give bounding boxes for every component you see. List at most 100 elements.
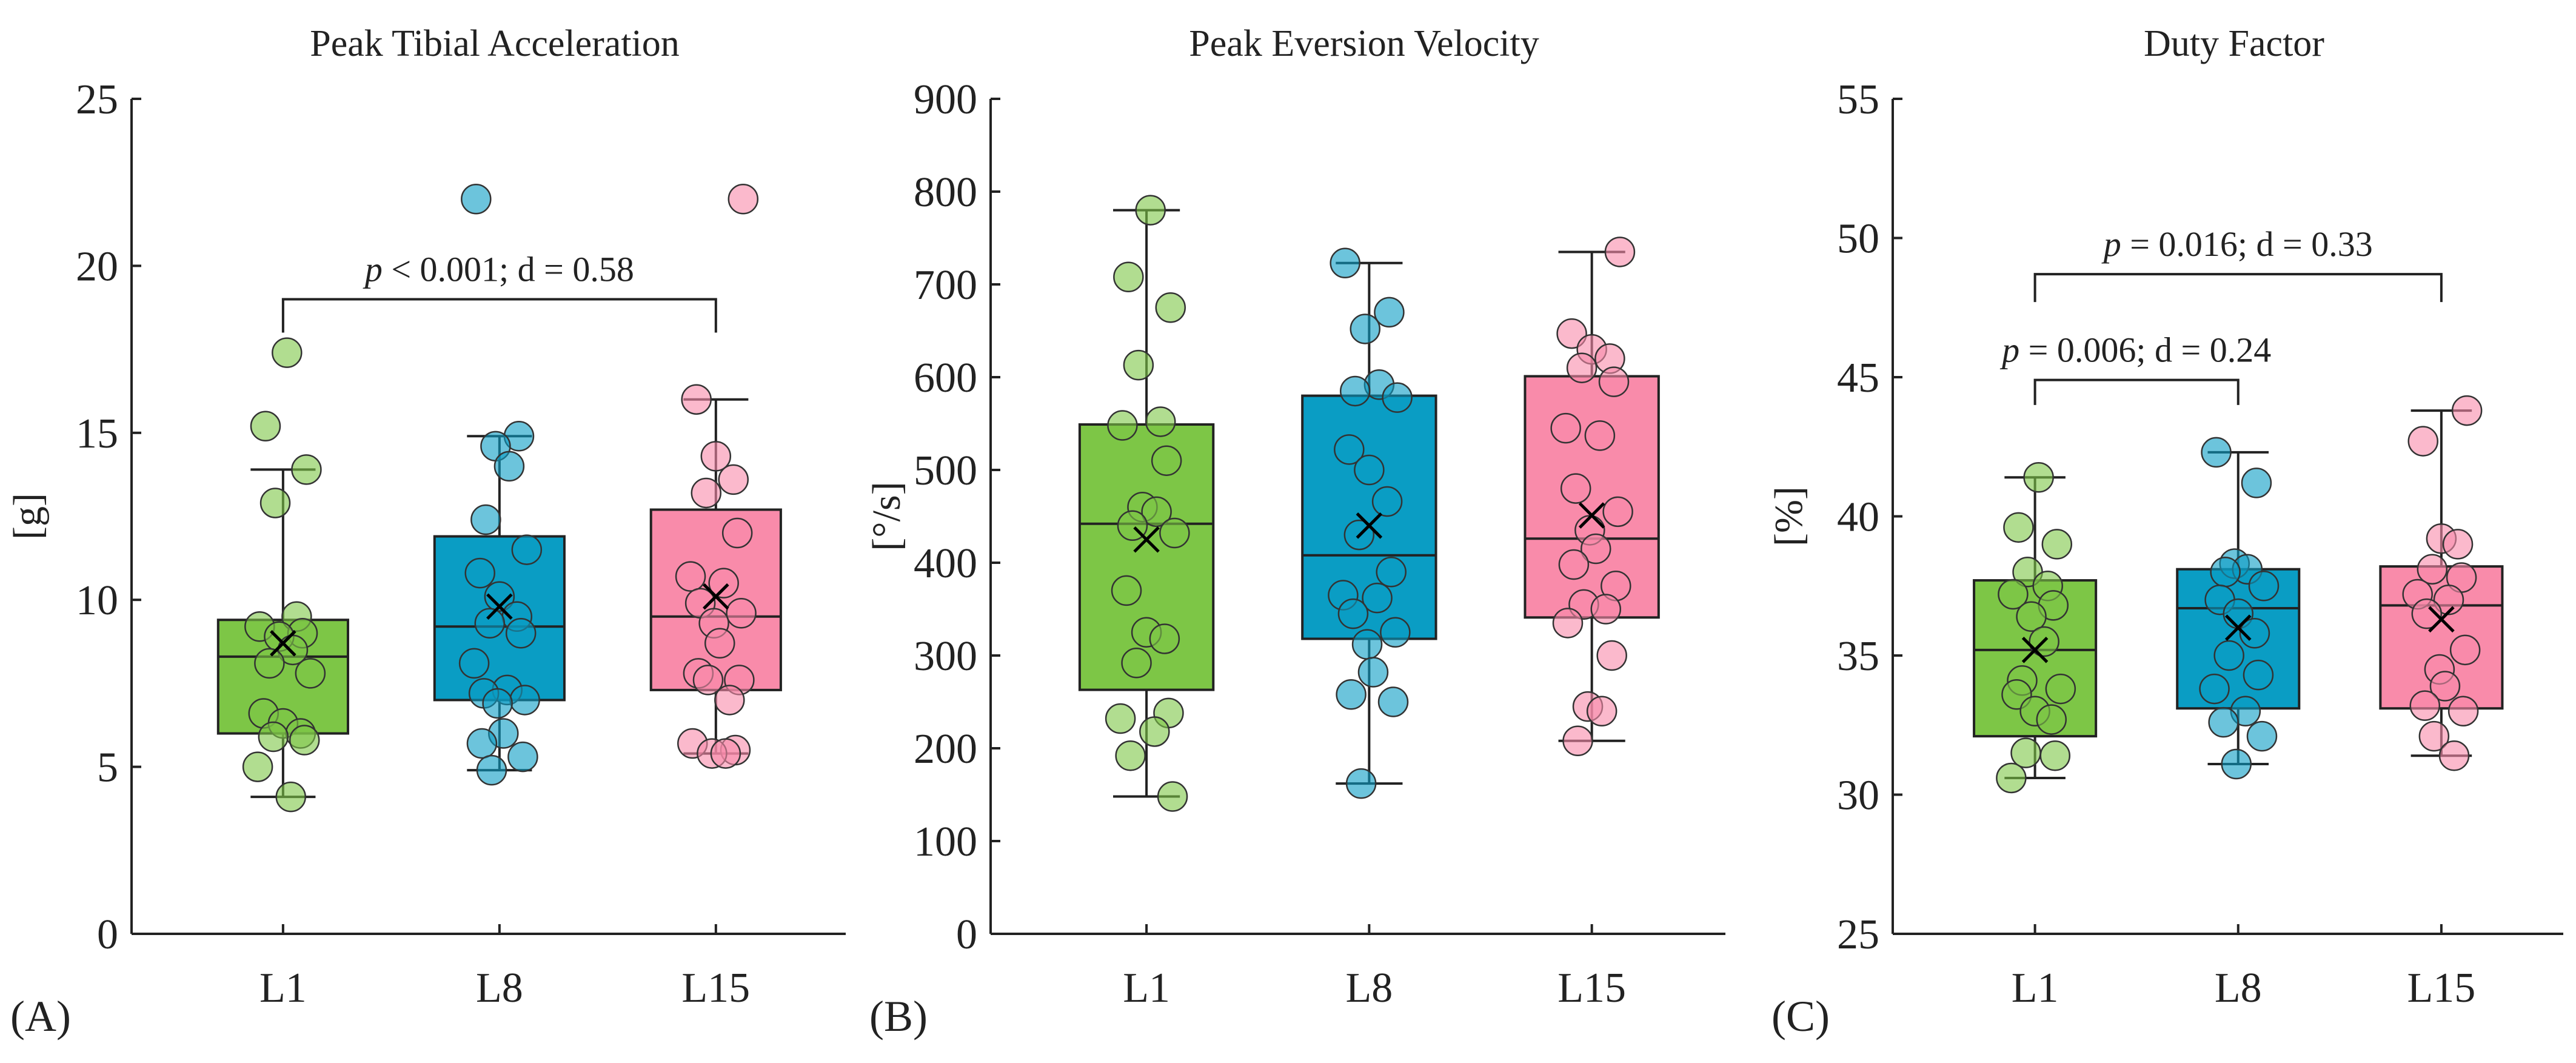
y-tick-label: 900	[914, 76, 977, 123]
mean-marker	[486, 593, 513, 620]
data-point	[1604, 236, 1636, 267]
data-point	[1357, 657, 1389, 688]
data-point	[1350, 314, 1381, 344]
x-tick-label: L15	[681, 965, 750, 1011]
data-point	[700, 441, 732, 472]
data-point	[1560, 473, 1591, 504]
data-point	[1139, 716, 1170, 747]
data-point	[476, 754, 507, 786]
mean-marker	[1356, 512, 1383, 539]
data-point	[2418, 720, 2450, 752]
series-l15: L15	[2379, 395, 2504, 1011]
y-tick-label: 25	[1837, 911, 1879, 958]
data-point	[1105, 703, 1136, 734]
data-point	[289, 725, 320, 756]
mean-marker	[703, 583, 729, 610]
data-point	[1550, 412, 1581, 444]
y-tick-label: 0	[956, 911, 977, 958]
data-point	[2449, 634, 2481, 666]
data-point	[1584, 420, 1616, 451]
significance-bracket	[2033, 273, 2443, 303]
data-point	[2451, 395, 2483, 426]
x-tick-label: L8	[1345, 965, 1393, 1011]
panel-label: (A)	[10, 992, 71, 1041]
data-point	[1566, 352, 1597, 383]
data-point	[1159, 517, 1190, 549]
data-point	[507, 741, 538, 773]
data-point	[505, 618, 537, 649]
data-point	[1107, 410, 1138, 441]
y-tick-label: 15	[76, 411, 118, 457]
y-tick-label: 35	[1837, 633, 1879, 680]
x-tick-label: L1	[2012, 965, 2059, 1011]
data-point	[1149, 623, 1180, 654]
data-point	[1590, 594, 1622, 625]
y-tick-label: 400	[914, 540, 977, 587]
data-point	[721, 517, 753, 549]
data-point	[2433, 584, 2464, 615]
chart-title: Peak Tibial Acceleration	[310, 23, 680, 64]
data-point	[1113, 261, 1144, 293]
series-l8: L8	[1301, 247, 1437, 1011]
data-point	[704, 628, 735, 659]
data-point	[2241, 468, 2272, 498]
series-l1: L1	[1973, 461, 2098, 1011]
data-point	[493, 451, 525, 482]
series-l8: L8	[2176, 437, 2301, 1011]
data-point	[2246, 720, 2278, 752]
data-point	[1354, 454, 1385, 486]
data-point	[1596, 640, 1627, 671]
data-point	[295, 658, 326, 689]
data-point	[1141, 496, 1172, 528]
data-point	[2221, 748, 2252, 780]
data-point	[1376, 557, 1407, 588]
mean-marker	[1578, 502, 1605, 529]
data-point	[2442, 529, 2474, 560]
data-point	[1598, 366, 1630, 397]
data-point	[1155, 292, 1186, 323]
data-point	[464, 557, 495, 589]
y-tick-label: 0	[97, 911, 118, 958]
data-point	[1115, 740, 1146, 771]
data-point	[691, 477, 722, 509]
data-point	[2438, 740, 2470, 771]
series-l8: L8	[433, 183, 566, 1011]
data-point	[1334, 434, 1365, 465]
mean-marker	[1133, 526, 1160, 553]
y-tick-label: 25	[76, 76, 118, 123]
data-point	[726, 597, 757, 629]
data-point	[2016, 601, 2047, 632]
data-point	[254, 648, 285, 679]
data-point	[275, 781, 306, 813]
y-tick-label: 200	[914, 726, 977, 773]
data-point	[2210, 557, 2241, 588]
data-point	[1123, 349, 1154, 381]
y-tick-label: 300	[914, 633, 977, 680]
data-point	[1580, 533, 1611, 565]
y-tick-label: 5	[97, 745, 118, 791]
data-point	[461, 183, 492, 215]
significance-text: = 0.006; d = 0.24	[2019, 330, 2271, 370]
data-point	[681, 384, 712, 415]
data-point	[1121, 647, 1152, 679]
data-point	[2447, 696, 2479, 727]
data-point	[1374, 297, 1405, 328]
data-point	[484, 581, 515, 612]
significance-text: < 0.001; d = 0.58	[383, 249, 634, 289]
y-tick-label: 55	[1837, 76, 1879, 123]
data-point	[466, 728, 498, 759]
data-point	[1558, 549, 1590, 580]
data-point	[1337, 598, 1369, 629]
data-point	[1339, 375, 1371, 407]
y-axis-label: [%]	[1767, 486, 1811, 546]
data-point	[1556, 318, 1587, 349]
mean-marker	[270, 630, 296, 657]
y-tick-label: 10	[76, 577, 118, 624]
y-tick-label: 50	[1837, 216, 1879, 263]
data-point	[2243, 659, 2274, 691]
y-tick-label: 20	[76, 243, 118, 290]
data-point	[482, 688, 513, 719]
data-point	[2208, 706, 2239, 738]
panel-label: (B)	[869, 992, 928, 1041]
data-point	[2003, 512, 2034, 543]
